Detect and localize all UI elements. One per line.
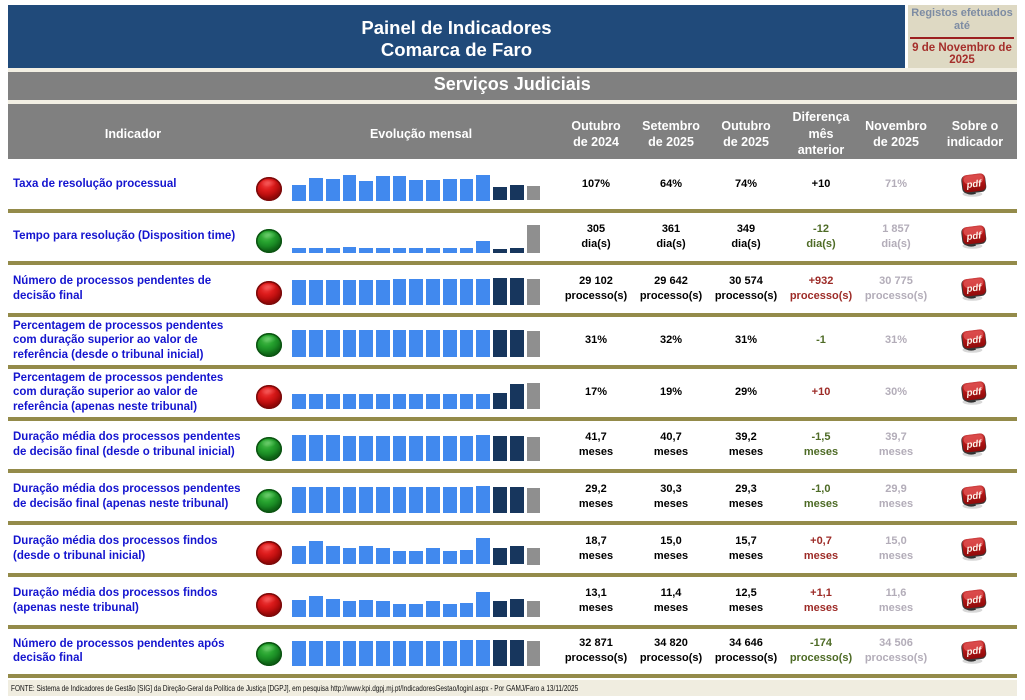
svg-text:pdf: pdf [965, 438, 983, 451]
svg-text:pdf: pdf [965, 645, 983, 658]
svg-text:pdf: pdf [965, 334, 983, 347]
svg-text:pdf: pdf [965, 594, 983, 607]
svg-text:pdf: pdf [965, 282, 983, 295]
svg-text:pdf: pdf [965, 490, 983, 503]
svg-text:pdf: pdf [965, 386, 983, 399]
svg-text:pdf: pdf [965, 542, 983, 555]
svg-text:pdf: pdf [965, 178, 983, 191]
svg-text:pdf: pdf [965, 230, 983, 243]
